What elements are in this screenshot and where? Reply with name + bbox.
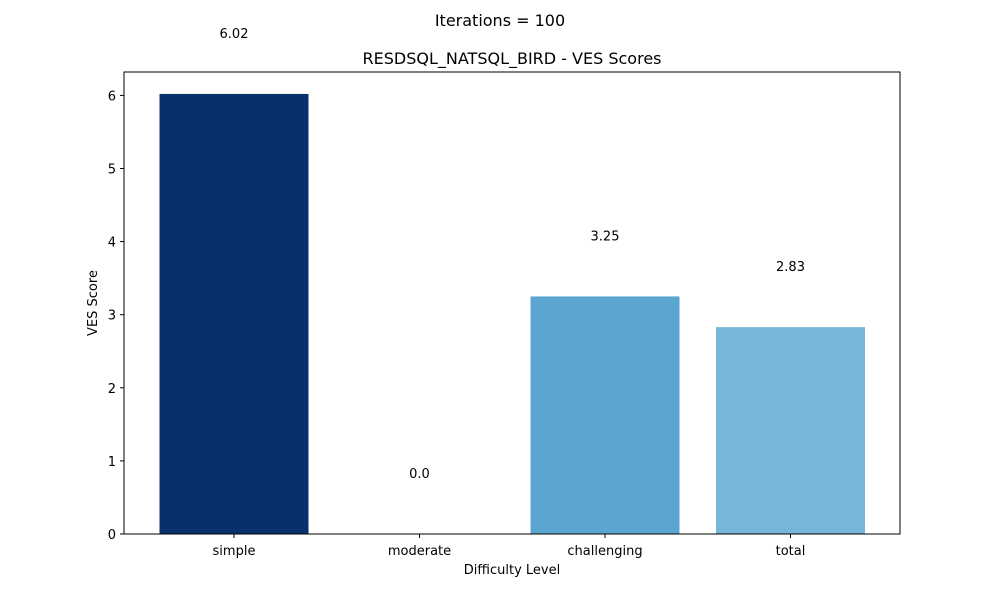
plot-frame: [123, 71, 901, 535]
y-tick-label: 1: [108, 455, 116, 470]
value-label-total: 2.83: [776, 260, 805, 275]
y-axis-label: VES Score: [86, 270, 101, 336]
bars-group: [159, 93, 865, 534]
x-tick-label: challenging: [567, 544, 642, 559]
value-label-simple: 6.02: [220, 27, 249, 42]
value-label-challenging: 3.25: [591, 229, 620, 244]
value-labels-group: 6.02 0.0 3.25 2.83: [220, 27, 805, 482]
figure-suptitle: Iterations = 100: [435, 11, 565, 30]
y-tick-label: 6: [108, 89, 116, 104]
y-axis: 0 1 2 3 4 5 6: [108, 89, 124, 543]
y-tick-label: 4: [108, 236, 116, 251]
bar-simple: [159, 93, 309, 534]
y-tick-label: 5: [108, 162, 116, 177]
x-axis-label: Difficulty Level: [464, 563, 560, 578]
x-axis: simple moderate challenging total: [213, 534, 806, 559]
value-label-moderate: 0.0: [409, 467, 430, 482]
bar-challenging: [530, 296, 680, 534]
y-tick-label: 3: [108, 309, 116, 324]
y-tick-label: 2: [108, 382, 116, 397]
x-tick-label: total: [776, 544, 806, 559]
chart-title: RESDSQL_NATSQL_BIRD - VES Scores: [363, 49, 662, 69]
x-tick-label: simple: [213, 544, 256, 559]
x-tick-label: moderate: [388, 544, 451, 559]
bar-total: [716, 327, 865, 534]
y-tick-label: 0: [108, 528, 116, 543]
